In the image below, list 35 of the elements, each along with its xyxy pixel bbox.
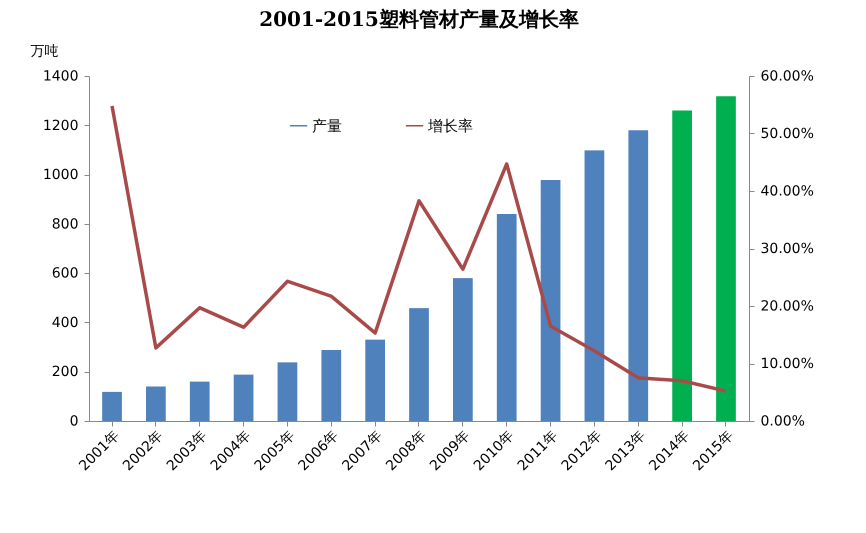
y-axis-title: 万吨 (30, 44, 58, 60)
y2-tick-label: 30.00% (760, 241, 814, 257)
bar (190, 382, 210, 421)
y-tick-label: 200 (52, 364, 78, 380)
y-tick-label: 400 (52, 314, 78, 331)
legend-label: 产量 (312, 116, 342, 135)
y-tick-label: 1400 (42, 68, 78, 84)
bar (540, 180, 560, 421)
bar (102, 392, 122, 421)
bar (321, 350, 342, 421)
y2-tick-label: 60.00% (760, 68, 814, 84)
bar (234, 374, 254, 421)
bar (716, 96, 736, 421)
bar (672, 110, 692, 421)
bar (628, 130, 648, 421)
y-tick-label: 0 (70, 414, 78, 430)
bar (365, 340, 386, 421)
bar (452, 278, 473, 421)
bar (146, 386, 166, 421)
y2-tick-label: 40.00% (760, 184, 814, 200)
bar (278, 362, 298, 421)
legend-label: 增长率 (427, 116, 473, 135)
y-tick-label: 1200 (42, 118, 78, 134)
y2-tick-label: 50.00% (760, 126, 814, 142)
y2-tick-label: 0.00% (760, 414, 805, 430)
y-tick-label: 1000 (42, 167, 78, 184)
y2-tick-label: 10.00% (760, 356, 814, 372)
bar (496, 214, 517, 421)
line-series (110, 104, 728, 393)
y-tick-label: 800 (52, 216, 78, 232)
chart-title: 2001-2015塑料管材产量及增长率 (259, 7, 579, 31)
y-tick-label: 600 (52, 266, 78, 282)
bar (409, 308, 429, 421)
y2-tick-label: 20.00% (760, 298, 814, 314)
bar (584, 150, 604, 421)
